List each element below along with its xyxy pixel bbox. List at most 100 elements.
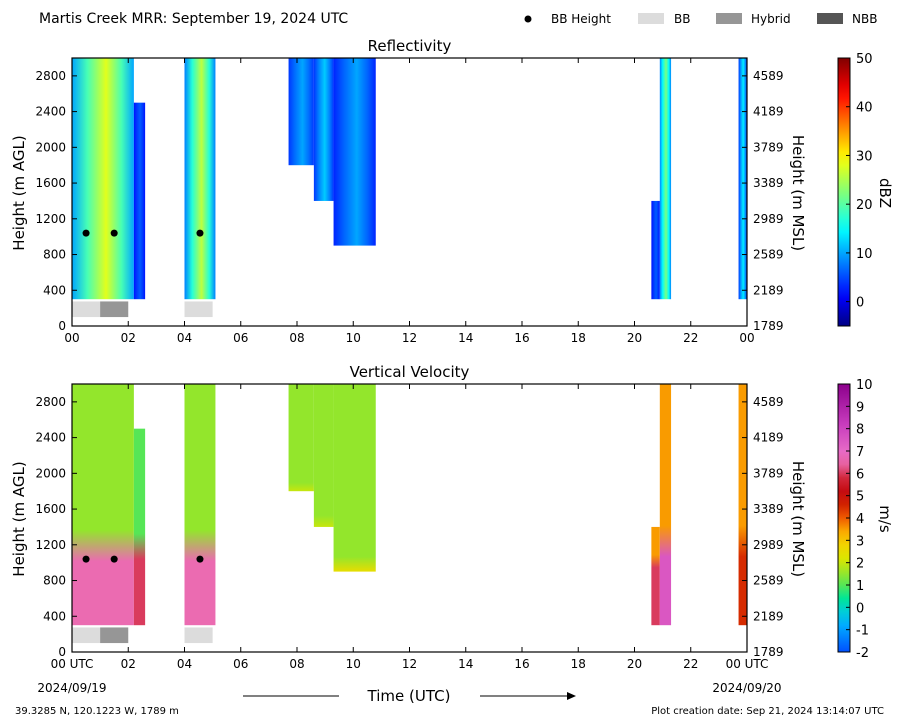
y-tick-label: 1600 [35,176,66,190]
header-legend: BB Height BB Hybrid NBB [524,12,877,26]
legend-hybrid-label: Hybrid [751,12,791,26]
echo-column [184,384,216,626]
creation-date-label: Plot creation date: Sep 21, 2024 13:14:0… [651,706,884,717]
y-tick-label: 2800 [35,395,66,409]
legend-nbb-label: NBB [852,12,877,26]
y-tick-label: 0 [58,319,66,333]
legend-bb-label: BB [674,12,690,26]
x-tick-label: 08 [289,657,304,671]
y-right-tick-label: 1789 [753,319,784,333]
colorbar-tick-label: 10 [856,378,873,393]
plot-area-background [72,384,747,652]
y-tick-label: 800 [43,574,66,588]
y-right-tick-label: 2589 [753,574,784,588]
legend-bb-swatch [638,13,664,24]
legend-hybrid-swatch [716,13,742,24]
echo-column [72,384,134,626]
y-tick-label: 1600 [35,502,66,516]
x-tick-label: 06 [233,331,248,345]
colorbar-tick-label: 8 [856,423,864,438]
echo-column [133,428,146,626]
echo-column [288,384,314,492]
y-tick-label: 400 [43,283,66,297]
y-right-tick-label: 4589 [753,69,784,83]
x-tick-label: 10 [346,657,361,671]
y-right-tick-label: 2189 [753,609,784,623]
colorbar-tick-label: 5 [856,490,864,505]
bb-height-marker [82,229,90,237]
echo-column [738,58,747,300]
velocity-colorbar-label: m/s [876,505,894,533]
colorbar-tick-label: 20 [856,198,873,213]
y-right-tick-label: 3789 [753,466,784,480]
x-tick-label: 20 [627,657,642,671]
time-arrow-head [567,692,576,700]
figure-title: Martis Creek MRR: September 19, 2024 UTC [39,11,348,27]
colorbar [837,57,851,327]
y-right-tick-label: 2989 [753,538,784,552]
y-right-tick-label: 2589 [753,248,784,262]
x-tick-label: 12 [402,331,417,345]
bb-type-bar [184,301,213,318]
colorbar-tick-label: 30 [856,149,873,164]
end-date-label: 2024/09/20 [712,681,781,695]
velocity-left-axis-label: Height (m AGL) [10,461,28,576]
x-tick-label: 04 [177,657,192,671]
legend-nbb-swatch [817,13,843,24]
legend-bb-height-marker [524,15,532,23]
echo-column [313,384,334,527]
colorbar-tick-label: 50 [856,52,873,67]
time-axis-label: Time (UTC) [367,687,451,705]
echo-column [72,58,134,300]
colorbar-tick-label: 9 [856,400,864,415]
colorbar-tick-label: 4 [856,512,864,527]
x-tick-label: 18 [571,331,586,345]
bb-height-marker [196,555,204,563]
bb-height-marker [196,229,204,237]
y-tick-label: 2000 [35,140,66,154]
colorbar-tick-label: -1 [856,624,869,639]
echo-column [651,526,660,626]
x-tick-label: 02 [121,331,136,345]
y-right-tick-label: 2189 [753,283,784,297]
y-tick-label: 2000 [35,466,66,480]
x-tick-label: 16 [514,657,529,671]
x-tick-label: 22 [683,657,698,671]
colorbar-tick-label: 1 [856,579,864,594]
x-tick-label: 10 [346,331,361,345]
x-tick-label: 08 [289,331,304,345]
y-right-tick-label: 2989 [753,212,784,226]
x-tick-label: 04 [177,331,192,345]
legend-bb-height-label: BB Height [551,12,611,26]
start-date-label: 2024/09/19 [37,681,106,695]
x-tick-label: 00 [739,331,754,345]
bb-height-marker [110,229,118,237]
x-tick-label: 00 UTC [726,657,769,671]
velocity-panel: 00 UTC 02 04 06 08 10 12 14 16 18 20 22 00 UTC040080… [35,378,872,671]
y-right-tick-label: 4589 [753,395,784,409]
colorbar-tick-label: 2 [856,557,864,572]
y-right-tick-label: 4189 [753,105,784,119]
bb-type-bar [72,301,101,318]
reflectivity-panel: 00 02 04 06 08 10 12 14 16 18 20 22 0004008001200160… [35,52,872,345]
bb-type-bar [184,627,213,644]
y-right-tick-label: 3789 [753,140,784,154]
x-tick-label: 00 [64,331,79,345]
y-tick-label: 2800 [35,69,66,83]
x-tick-label: 20 [627,331,642,345]
bb-height-marker [82,555,90,563]
echo-column [184,58,216,300]
echo-column [333,384,376,572]
echo-column [651,200,660,300]
y-right-tick-label: 1789 [753,645,784,659]
colorbar-tick-label: -2 [856,646,869,661]
echo-column [738,384,747,626]
reflectivity-panel-title: Reflectivity [368,37,452,55]
y-tick-label: 800 [43,248,66,262]
colorbar-tick-label: 10 [856,247,873,262]
x-tick-label: 14 [458,657,473,671]
echo-column [313,58,334,201]
bb-type-bar [72,627,101,644]
y-right-tick-label: 3389 [753,502,784,516]
